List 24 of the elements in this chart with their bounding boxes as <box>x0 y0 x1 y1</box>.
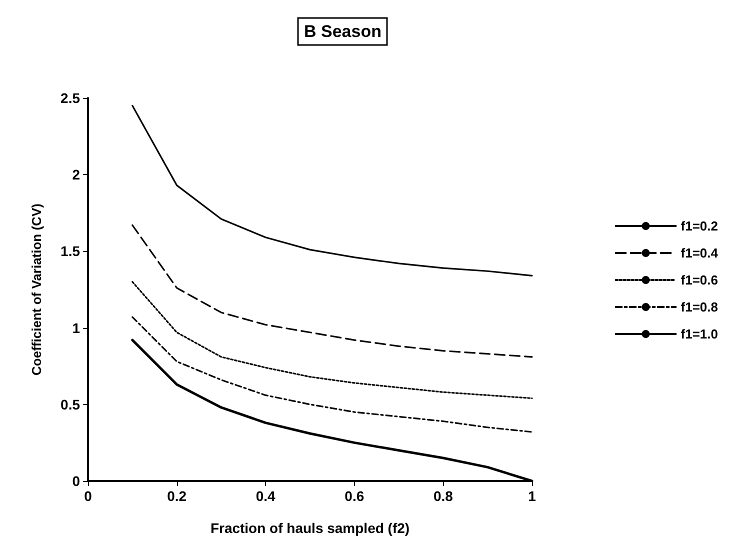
y-axis-title: Coefficient of Variation (CV) <box>29 204 44 376</box>
x-tick-label: 0.2 <box>167 488 187 504</box>
x-tick-label: 0 <box>84 488 92 504</box>
x-tick-label: 0.4 <box>256 488 276 504</box>
x-tick-label: 0.6 <box>344 488 364 504</box>
y-tick-label: 2 <box>72 166 80 183</box>
line-series <box>132 316 533 433</box>
y-tick-label: 1.5 <box>60 243 80 260</box>
x-tick-label: 1 <box>528 488 536 504</box>
y-tick-label: 0.5 <box>60 396 80 412</box>
line-series <box>132 104 533 277</box>
legend-label: f1=1.0 <box>680 326 718 342</box>
x-tick-label: 0.8 <box>433 488 454 504</box>
chart-title: B Season <box>304 22 382 41</box>
y-tick-label: 2.5 <box>60 90 80 106</box>
legend-label: f1=0.8 <box>680 300 718 314</box>
legend-label: f1=0.4 <box>680 246 719 260</box>
x-axis-title: Fraction of hauls sampled (f2) <box>210 520 410 536</box>
legend-label: f1=0.2 <box>680 218 718 234</box>
y-tick-label: 0 <box>72 473 80 489</box>
legend-label: f1=0.6 <box>680 272 718 288</box>
line-series <box>132 281 533 400</box>
y-tick-label: 1 <box>72 320 80 336</box>
line-series <box>132 224 533 358</box>
